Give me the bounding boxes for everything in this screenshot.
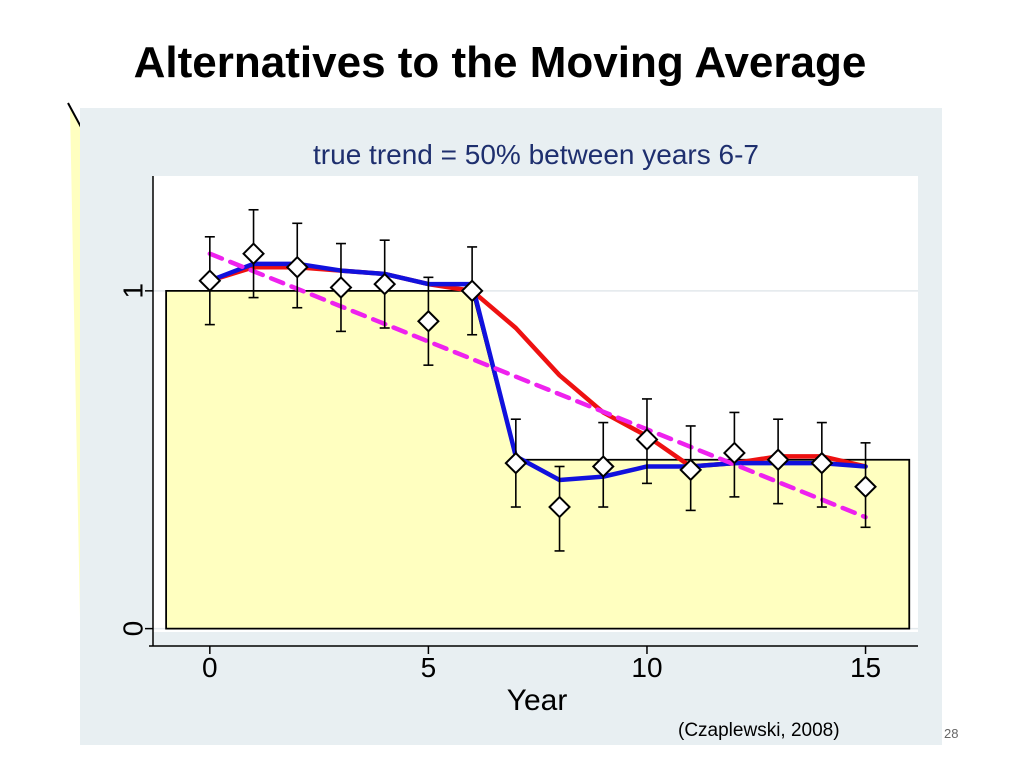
series-line-magenta bbox=[207, 251, 868, 520]
observation-marker-13 bbox=[766, 448, 790, 472]
axes-layer bbox=[145, 176, 918, 654]
citation: (Czaplewski, 2008) bbox=[678, 720, 840, 741]
x-tick-label-3: 15 bbox=[850, 652, 881, 683]
observation-marker-6 bbox=[460, 279, 484, 303]
series-line-blue bbox=[207, 261, 868, 483]
x-tick-label-0: 0 bbox=[202, 652, 218, 683]
marker-layer bbox=[198, 242, 877, 519]
observation-marker-15 bbox=[854, 475, 877, 499]
chart-subtitle: true trend = 50% between years 6-7 bbox=[313, 139, 759, 170]
x-tick-label-2: 10 bbox=[631, 652, 662, 683]
observation-marker-10 bbox=[635, 428, 659, 451]
observation-marker-3 bbox=[329, 276, 353, 299]
observation-marker-11 bbox=[679, 458, 703, 482]
y-tick-label-0: 0 bbox=[118, 621, 149, 637]
observation-marker-1 bbox=[242, 242, 265, 266]
observation-marker-12 bbox=[722, 441, 746, 465]
tick-label-layer: 0 5 10 15 0 1 bbox=[118, 283, 882, 683]
y-tick-label-1: 1 bbox=[118, 283, 149, 299]
slide-title: Alternatives to the Moving Average bbox=[133, 38, 867, 87]
x-axis-label: Year bbox=[507, 684, 568, 717]
observation-marker-2 bbox=[285, 255, 309, 279]
observation-marker-0 bbox=[198, 269, 222, 293]
observation-marker-4 bbox=[373, 272, 397, 296]
observation-marker-8 bbox=[548, 495, 571, 519]
observation-marker-5 bbox=[416, 309, 440, 333]
series-layer bbox=[207, 251, 868, 520]
observation-marker-9 bbox=[591, 455, 615, 478]
observation-marker-7 bbox=[504, 451, 528, 475]
observation-marker-14 bbox=[810, 451, 834, 475]
slide-number: 28 bbox=[944, 726, 959, 741]
x-tick-label-1: 5 bbox=[421, 652, 437, 683]
